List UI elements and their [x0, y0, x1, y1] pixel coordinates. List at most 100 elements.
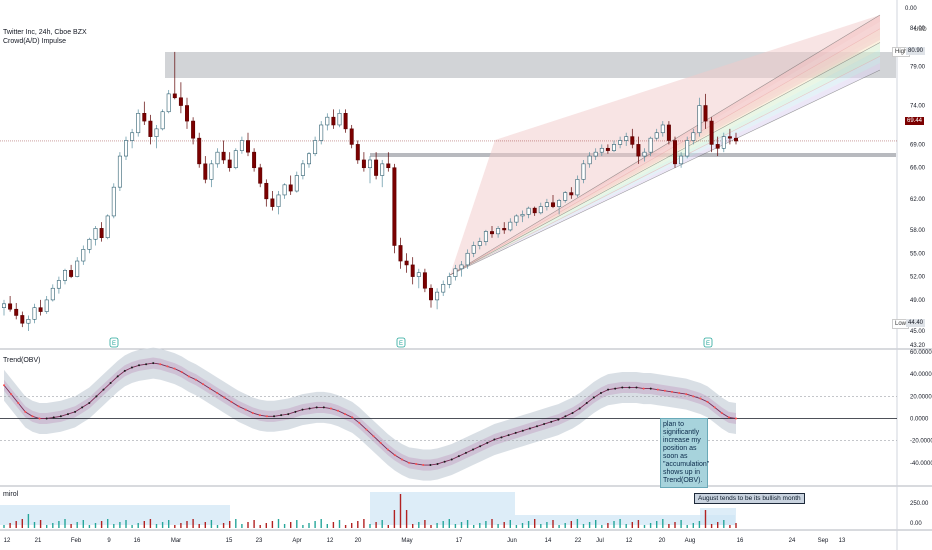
volume-bar [497, 524, 499, 528]
obv-dot [571, 411, 574, 414]
volume-bar [424, 520, 426, 528]
candle [50, 284, 55, 302]
obv-dot [258, 414, 261, 417]
candle [38, 299, 43, 316]
volume-bar [595, 520, 597, 528]
candle-body [666, 124, 671, 141]
volume-zone [370, 492, 515, 525]
obv-dot [450, 458, 453, 461]
volume-bar [607, 523, 609, 528]
candle [124, 136, 128, 160]
volume-bar [668, 524, 670, 528]
candle-body [14, 308, 19, 316]
volume-bar [625, 524, 627, 528]
obv-dot [713, 406, 716, 409]
candle [435, 288, 440, 310]
candle [673, 136, 677, 168]
obv-dot [386, 448, 389, 451]
candle-body [465, 252, 470, 266]
x-tick-label: 14 [545, 538, 552, 544]
obv-dot [443, 460, 446, 463]
candle [26, 315, 31, 332]
candle-body [32, 307, 37, 320]
candle [361, 152, 366, 172]
obv-dot [379, 441, 382, 444]
candle-body [117, 155, 122, 188]
candle-body [538, 206, 543, 214]
candle [386, 152, 391, 172]
volume-bar [643, 525, 646, 528]
candle [252, 148, 257, 172]
obv-dot [74, 410, 77, 413]
candle [69, 264, 74, 279]
candle [654, 128, 659, 141]
volume-bar [302, 525, 304, 528]
candle-body [258, 167, 263, 184]
obv-dot [173, 367, 176, 370]
candle [99, 222, 104, 242]
candle-body [422, 272, 427, 289]
candle-body [191, 120, 196, 139]
volume-bar [271, 521, 274, 528]
candle-body [392, 167, 397, 246]
candle [618, 136, 623, 149]
volume-bar [33, 522, 36, 528]
x-tick-label: Feb [71, 538, 82, 544]
candle [453, 264, 458, 281]
volume-bar [100, 521, 103, 528]
candle-body [697, 105, 702, 134]
candle-body [599, 147, 604, 153]
candle [697, 97, 702, 137]
volume-bar [192, 519, 194, 528]
volume-bar [39, 520, 42, 528]
obv-dot [415, 462, 418, 465]
volume-bar [588, 522, 591, 528]
volume-bar [198, 524, 200, 528]
candle-body [544, 202, 549, 207]
obv-dot [457, 455, 460, 458]
obv-dot [422, 464, 425, 467]
obv-dot [287, 413, 290, 416]
x-tick-label: 9 [107, 538, 111, 544]
volume-bar [94, 523, 97, 528]
volume-bar [570, 521, 572, 528]
candle-body [605, 147, 610, 151]
volume-bar [308, 523, 310, 528]
obv-dot [88, 401, 91, 404]
candle-body [447, 276, 452, 285]
candle-body [679, 155, 684, 165]
candle-body [136, 113, 141, 134]
obv-dot [45, 417, 48, 420]
volume-bar [174, 525, 176, 528]
price-tick-label: 66.00 [910, 166, 926, 172]
obv-dot [237, 405, 240, 408]
candle [288, 175, 293, 195]
candle-body [715, 144, 720, 149]
candle [380, 159, 385, 188]
currency-label: USD [914, 27, 927, 33]
candle-body [319, 124, 324, 141]
candle-body [648, 137, 653, 153]
candle-body [453, 268, 458, 277]
candle [709, 117, 714, 153]
volume-bar [21, 519, 23, 528]
candle-body [87, 238, 92, 250]
obv-dot [564, 415, 567, 418]
price-tick-label: 79.00 [910, 65, 926, 71]
price-tick-label: 43.20 [910, 343, 926, 349]
x-tick-label: 13 [839, 538, 846, 544]
x-tick-label: 12 [327, 538, 334, 544]
candle-body [337, 113, 342, 126]
candle [538, 202, 543, 215]
obv-dot [663, 389, 666, 392]
candle [93, 226, 98, 246]
pitchfork-band [450, 49, 880, 275]
obv-dot [614, 387, 617, 390]
volume-bar [161, 522, 164, 528]
obv-dot [152, 362, 155, 365]
candle-body [185, 105, 189, 122]
candle [264, 179, 269, 207]
obv-dot [244, 408, 247, 411]
volume-bar [314, 521, 316, 528]
candle-body [398, 245, 403, 262]
